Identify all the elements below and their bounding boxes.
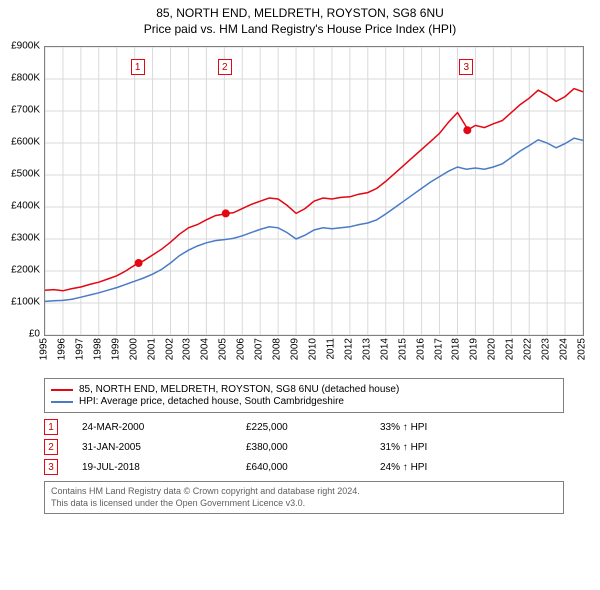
- y-tick-label: £100K: [11, 297, 40, 308]
- x-tick-label: 1997: [74, 338, 85, 360]
- legend: 85, NORTH END, MELDRETH, ROYSTON, SG8 6N…: [44, 378, 564, 413]
- x-tick-label: 2000: [128, 338, 139, 360]
- x-tick-label: 2022: [523, 338, 534, 360]
- plot-svg: [45, 47, 583, 335]
- legend-label: HPI: Average price, detached house, Sout…: [79, 396, 344, 407]
- plot-area: [44, 46, 584, 336]
- sale-price: £380,000: [246, 442, 356, 453]
- sale-row: 1 24-MAR-2000 £225,000 33% ↑ HPI: [44, 419, 564, 435]
- sale-price: £640,000: [246, 462, 356, 473]
- x-tick-label: 2018: [451, 338, 462, 360]
- x-tick-label: 2024: [559, 338, 570, 360]
- chart-area: £0£100K£200K£300K£400K£500K£600K£700K£80…: [0, 36, 600, 376]
- chart-container: 85, NORTH END, MELDRETH, ROYSTON, SG8 6N…: [0, 0, 600, 514]
- y-tick-label: £900K: [11, 41, 40, 52]
- sale-marker-num: 1: [44, 419, 58, 435]
- sale-date: 19-JUL-2018: [82, 462, 222, 473]
- x-tick-label: 1996: [56, 338, 67, 360]
- x-tick-label: 2003: [182, 338, 193, 360]
- x-axis-labels: 1995199619971998199920002001200220032004…: [44, 338, 584, 376]
- sale-diff: 31% ↑ HPI: [380, 442, 490, 453]
- x-tick-label: 2025: [577, 338, 588, 360]
- sale-marker-num: 3: [44, 459, 58, 475]
- x-tick-label: 2010: [308, 338, 319, 360]
- x-tick-label: 1999: [110, 338, 121, 360]
- legend-swatch: [51, 401, 73, 403]
- sale-row: 2 31-JAN-2005 £380,000 31% ↑ HPI: [44, 439, 564, 455]
- x-tick-label: 2020: [487, 338, 498, 360]
- footer-line-2: This data is licensed under the Open Gov…: [51, 498, 557, 510]
- sale-row: 3 19-JUL-2018 £640,000 24% ↑ HPI: [44, 459, 564, 475]
- title-sub: Price paid vs. HM Land Registry's House …: [0, 22, 600, 36]
- x-tick-label: 2019: [469, 338, 480, 360]
- y-tick-label: £600K: [11, 137, 40, 148]
- x-tick-label: 2015: [397, 338, 408, 360]
- sale-date: 24-MAR-2000: [82, 422, 222, 433]
- x-tick-label: 2001: [146, 338, 157, 360]
- sale-price: £225,000: [246, 422, 356, 433]
- x-tick-label: 2021: [505, 338, 516, 360]
- y-tick-label: £700K: [11, 105, 40, 116]
- x-tick-label: 2007: [254, 338, 265, 360]
- x-tick-label: 2008: [272, 338, 283, 360]
- y-axis-labels: £0£100K£200K£300K£400K£500K£600K£700K£80…: [0, 36, 44, 336]
- sale-marker-box: 1: [131, 59, 145, 75]
- x-tick-label: 1995: [39, 338, 50, 360]
- x-tick-label: 2012: [343, 338, 354, 360]
- x-tick-label: 2006: [236, 338, 247, 360]
- x-tick-label: 2011: [325, 338, 336, 360]
- title-main: 85, NORTH END, MELDRETH, ROYSTON, SG8 6N…: [0, 6, 600, 20]
- legend-row: 85, NORTH END, MELDRETH, ROYSTON, SG8 6N…: [51, 384, 557, 395]
- x-tick-label: 2005: [218, 338, 229, 360]
- sale-marker-box: 2: [218, 59, 232, 75]
- sale-date: 31-JAN-2005: [82, 442, 222, 453]
- x-tick-label: 2013: [361, 338, 372, 360]
- titles: 85, NORTH END, MELDRETH, ROYSTON, SG8 6N…: [0, 0, 600, 36]
- footer-attribution: Contains HM Land Registry data © Crown c…: [44, 481, 564, 514]
- x-tick-label: 2002: [164, 338, 175, 360]
- y-tick-label: £500K: [11, 169, 40, 180]
- sale-diff: 33% ↑ HPI: [380, 422, 490, 433]
- y-tick-label: £400K: [11, 201, 40, 212]
- sale-diff: 24% ↑ HPI: [380, 462, 490, 473]
- x-tick-label: 2016: [415, 338, 426, 360]
- x-tick-label: 2014: [379, 338, 390, 360]
- y-tick-label: £200K: [11, 265, 40, 276]
- y-tick-label: £300K: [11, 233, 40, 244]
- sale-marker-num: 2: [44, 439, 58, 455]
- x-tick-label: 2009: [290, 338, 301, 360]
- legend-row: HPI: Average price, detached house, Sout…: [51, 396, 557, 407]
- footer-line-1: Contains HM Land Registry data © Crown c…: [51, 486, 557, 498]
- y-tick-label: £800K: [11, 73, 40, 84]
- legend-label: 85, NORTH END, MELDRETH, ROYSTON, SG8 6N…: [79, 384, 399, 395]
- sales-table: 1 24-MAR-2000 £225,000 33% ↑ HPI 2 31-JAN-200…: [44, 419, 564, 475]
- legend-swatch: [51, 389, 73, 391]
- x-tick-label: 2017: [433, 338, 444, 360]
- x-tick-label: 1998: [92, 338, 103, 360]
- x-tick-label: 2004: [200, 338, 211, 360]
- sale-marker-box: 3: [459, 59, 473, 75]
- x-tick-label: 2023: [541, 338, 552, 360]
